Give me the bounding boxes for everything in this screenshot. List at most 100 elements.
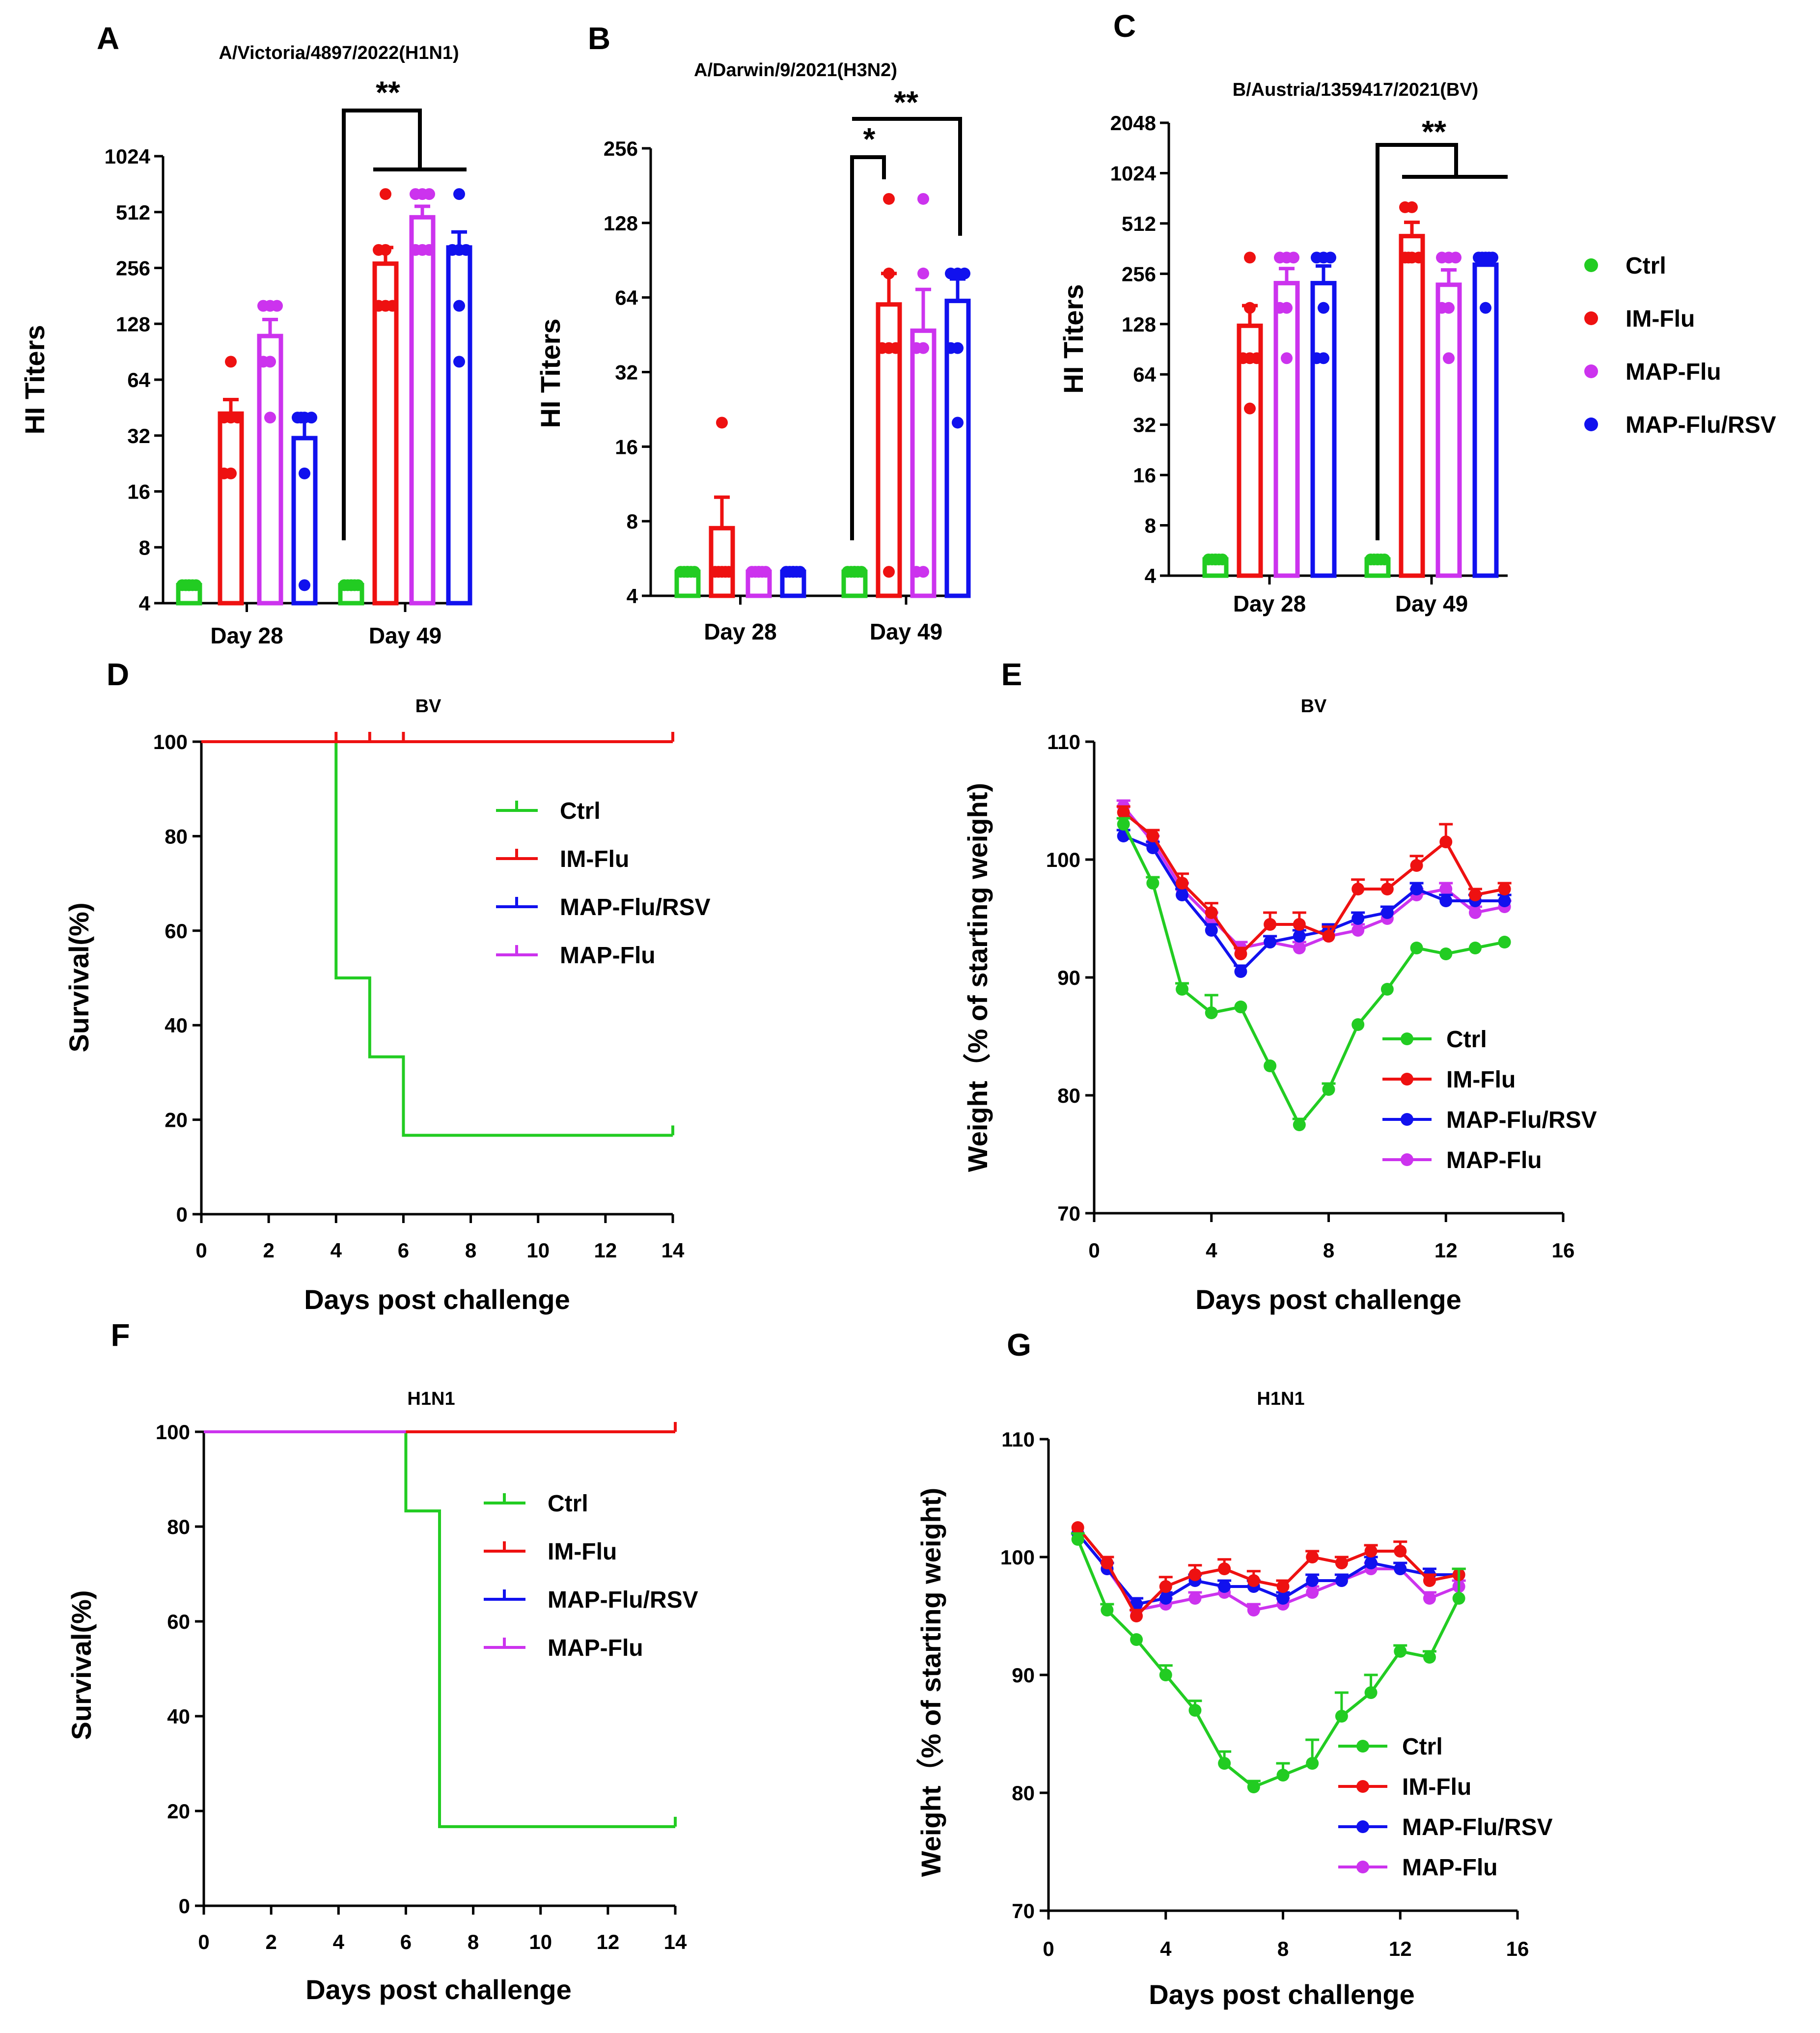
data-point-ctrl xyxy=(1322,1083,1335,1096)
legend-label-map-flu: MAP-Flu xyxy=(1626,359,1721,385)
chart-title: B/Austria/1359417/2021(BV) xyxy=(1233,80,1479,100)
data-point-map-flu xyxy=(1443,352,1455,364)
data-point-map-flu xyxy=(1436,251,1448,264)
data-point-im-flu xyxy=(1335,1557,1348,1569)
legend-marker-map-flu xyxy=(1356,1861,1369,1873)
data-point-map-flu-rsv xyxy=(1483,251,1495,264)
x-axis-label: Days post challenge xyxy=(304,1284,570,1315)
data-point-map-flu xyxy=(257,300,269,312)
chart-title: A/Victoria/4897/2022(H1N1) xyxy=(219,43,459,63)
y-axis-label: HI Titers xyxy=(19,325,50,434)
y-tick-label: 128 xyxy=(1122,313,1156,336)
data-point-map-flu-rsv xyxy=(1480,302,1491,314)
data-point-im-flu xyxy=(883,566,895,578)
y-tick-label: 40 xyxy=(165,1014,188,1037)
chart-B: B A/Darwin/9/2021(H3N2) HI Titers 4 8 16 32 64 1… xyxy=(535,21,971,644)
legend-marker-im-flu xyxy=(1401,1073,1413,1086)
data-point-map-flu-rsv xyxy=(299,467,310,479)
data-point-im-flu xyxy=(373,300,385,312)
legend-label-ctrl: Ctrl xyxy=(548,1491,588,1517)
data-point-ctrl xyxy=(1423,1651,1436,1664)
data-point-im-flu xyxy=(1351,883,1365,895)
data-point-ctrl xyxy=(1101,1604,1114,1616)
x-tick-label: 16 xyxy=(1552,1239,1575,1262)
data-point-map-flu xyxy=(1288,251,1299,264)
legend-marker-map-flu xyxy=(1584,364,1598,378)
data-point-map-flu xyxy=(1306,1586,1319,1599)
x-tick-label: 8 xyxy=(468,1930,479,1953)
x-tick-label: 2 xyxy=(265,1930,276,1953)
x-tick-label: 12 xyxy=(1389,1937,1412,1960)
x-tick-label: 14 xyxy=(662,1239,685,1262)
chart-E: E BV Weight（% of starting weight) Days post… xyxy=(962,657,1597,1315)
x-tick-label: 10 xyxy=(526,1239,550,1262)
y-tick-label: 8 xyxy=(139,536,150,559)
y-tick-label: 16 xyxy=(1133,464,1156,487)
data-point-im-flu xyxy=(1244,302,1256,314)
data-point-im-flu xyxy=(1380,883,1394,895)
y-tick-label: 90 xyxy=(1057,966,1080,989)
data-point-im-flu xyxy=(1293,918,1306,931)
data-point-ctrl xyxy=(1306,1757,1319,1770)
x-tick-label: 12 xyxy=(1434,1239,1458,1262)
data-point-im-flu xyxy=(1247,1574,1260,1587)
bar-im-flu xyxy=(372,261,399,606)
bar-map-flu xyxy=(910,328,937,598)
data-point-map-flu xyxy=(1351,924,1365,937)
y-tick-label: 64 xyxy=(615,286,638,309)
data-point-ctrl xyxy=(1394,1645,1407,1658)
y-tick-label: 100 xyxy=(153,730,188,753)
legend-label-ctrl: Ctrl xyxy=(1446,1027,1487,1053)
legend-label-map-flu-rsv: MAP-Flu/RSV xyxy=(1402,1814,1553,1840)
survival-line-ctrl xyxy=(204,1430,675,1828)
data-point-ctrl xyxy=(1276,1769,1290,1782)
y-tick-label: 32 xyxy=(615,361,638,384)
data-point-ctrl xyxy=(1146,877,1159,890)
data-point-im-flu xyxy=(890,342,902,354)
data-point-ctrl xyxy=(1247,1781,1260,1793)
chart-title: H1N1 xyxy=(407,1389,455,1409)
chart-title: H1N1 xyxy=(1257,1389,1304,1409)
y-tick-label: 2048 xyxy=(1110,111,1156,135)
data-point-ctrl xyxy=(183,579,195,591)
legend-label-ctrl: Ctrl xyxy=(1402,1734,1443,1760)
panel-letter: E xyxy=(1001,657,1022,692)
data-point-map-flu-rsv xyxy=(453,356,465,368)
data-point-ctrl xyxy=(1364,1686,1378,1699)
data-point-im-flu xyxy=(1251,352,1263,364)
legend-marker-map-flu xyxy=(1401,1153,1413,1166)
chart-G: G H1N1 Weight（% of starting weight) Days po… xyxy=(915,1327,1553,2010)
y-tick-label: 60 xyxy=(165,919,188,943)
x-tick-label: 8 xyxy=(1323,1239,1334,1262)
data-point-map-flu xyxy=(753,566,765,578)
data-point-map-flu xyxy=(423,244,435,256)
data-point-ctrl xyxy=(1159,1669,1172,1681)
data-point-map-flu-rsv xyxy=(460,244,472,256)
data-point-ctrl xyxy=(1176,983,1189,996)
data-point-map-flu-rsv xyxy=(453,300,465,312)
y-tick-label: 512 xyxy=(1122,212,1156,235)
data-point-map-flu-rsv xyxy=(1380,906,1394,919)
series-line-ctrl xyxy=(1076,1538,1461,1789)
y-tick-label: 256 xyxy=(116,257,150,280)
significance-mark: ** xyxy=(376,75,400,110)
x-category-label: Day 28 xyxy=(704,619,776,644)
panel-letter: G xyxy=(1007,1327,1031,1363)
significance-mark: ** xyxy=(894,84,918,120)
data-point-im-flu xyxy=(1423,1574,1436,1587)
data-point-map-flu-rsv xyxy=(959,267,970,279)
data-point-im-flu xyxy=(1439,835,1453,848)
data-point-map-flu-rsv xyxy=(1394,1562,1407,1575)
data-point-ctrl xyxy=(849,566,860,578)
legend-label-im-flu: IM-Flu xyxy=(1402,1774,1471,1800)
y-tick-label: 20 xyxy=(165,1109,188,1132)
bar-map-flu xyxy=(409,215,436,606)
data-point-map-flu-rsv xyxy=(299,579,310,591)
data-point-im-flu xyxy=(1159,1580,1172,1593)
data-point-map-flu-rsv xyxy=(945,342,957,354)
data-point-im-flu xyxy=(218,467,230,479)
chart-title: BV xyxy=(415,696,441,717)
data-point-map-flu-rsv xyxy=(1311,251,1323,264)
bar-map-flu-rsv xyxy=(291,436,318,606)
